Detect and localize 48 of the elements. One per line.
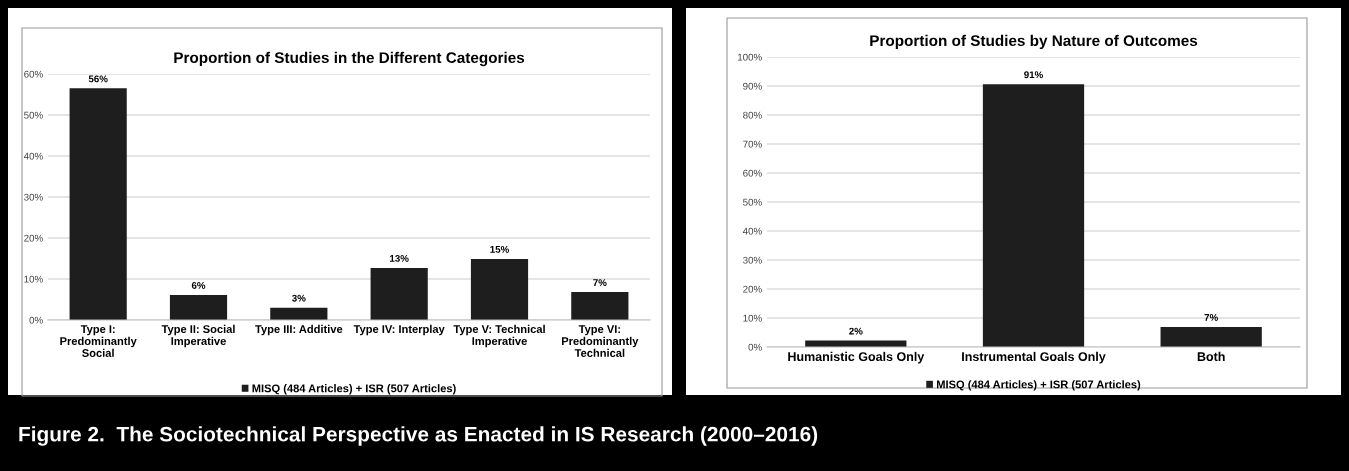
y-tick-label: 30% bbox=[743, 256, 762, 264]
chart-title: Proportion of Studies in the Different Categories bbox=[174, 51, 525, 67]
y-tick-label: 60% bbox=[24, 70, 43, 78]
y-tick-label: 20% bbox=[743, 285, 762, 293]
y-tick-label: 10% bbox=[743, 314, 762, 322]
bar bbox=[982, 84, 1085, 347]
y-tick-label: 30% bbox=[24, 193, 43, 201]
caption: Figure 2. The Sociotechnical Perspective as Enacted in IS Research (2000–2016) bbox=[19, 426, 818, 446]
x-tick-label: Type VI: Predominantly Technical bbox=[561, 325, 639, 357]
x-tick-label: Type V: Technical Imperative bbox=[453, 324, 545, 348]
y-tick-label: 20% bbox=[24, 234, 43, 242]
y-tick-label: 40% bbox=[742, 227, 762, 235]
y-tick-label: 0% bbox=[748, 343, 762, 351]
y-tick-label: 90% bbox=[743, 82, 762, 90]
bar bbox=[571, 292, 629, 320]
text: 3% bbox=[292, 294, 306, 302]
y-tick-label: 60% bbox=[743, 169, 762, 177]
x-tick-label: Type I: Predominantly Social bbox=[60, 325, 137, 357]
text: 6% bbox=[191, 282, 206, 289]
legend-label: MISQ (484 Articles) + ISR (507 Articles) bbox=[252, 384, 456, 395]
bar bbox=[169, 294, 228, 320]
text: 15% bbox=[490, 245, 509, 253]
x-tick-label: Type III: Additive bbox=[255, 324, 343, 336]
y-tick-label: 50% bbox=[743, 198, 762, 206]
y-tick-label: 40% bbox=[23, 152, 43, 160]
x-tick-label: Type II: Social Imperative bbox=[161, 324, 235, 348]
text: 91% bbox=[1024, 71, 1043, 79]
text: 13% bbox=[390, 254, 409, 262]
text: 2% bbox=[849, 327, 863, 335]
y-tick-label: 0% bbox=[29, 316, 43, 324]
x-tick-label: Type IV: Interplay bbox=[353, 324, 445, 336]
x-tick-label: Instrumental Goals Only bbox=[962, 351, 1106, 364]
y-tick-label: 10% bbox=[24, 275, 43, 283]
bar bbox=[370, 267, 428, 320]
text: 56% bbox=[88, 75, 108, 83]
x-tick-label: Both bbox=[1197, 351, 1225, 362]
y-tick-label: 50% bbox=[24, 111, 43, 119]
bar bbox=[1160, 326, 1262, 347]
chart-title: Proportion of Studies by Nature of Outcomes bbox=[870, 34, 1198, 50]
bar bbox=[470, 258, 529, 320]
y-tick-label: 100% bbox=[738, 53, 762, 61]
y-tick-label: 80% bbox=[743, 111, 762, 119]
bar bbox=[69, 88, 127, 320]
legend-label: MISQ (484 Articles) + ISR (507 Articles) bbox=[937, 380, 1141, 391]
y-tick-label: 70% bbox=[743, 140, 762, 148]
text: 7% bbox=[593, 279, 607, 287]
text: 7% bbox=[1204, 314, 1218, 321]
x-tick-label: Humanistic Goals Only bbox=[788, 351, 925, 364]
